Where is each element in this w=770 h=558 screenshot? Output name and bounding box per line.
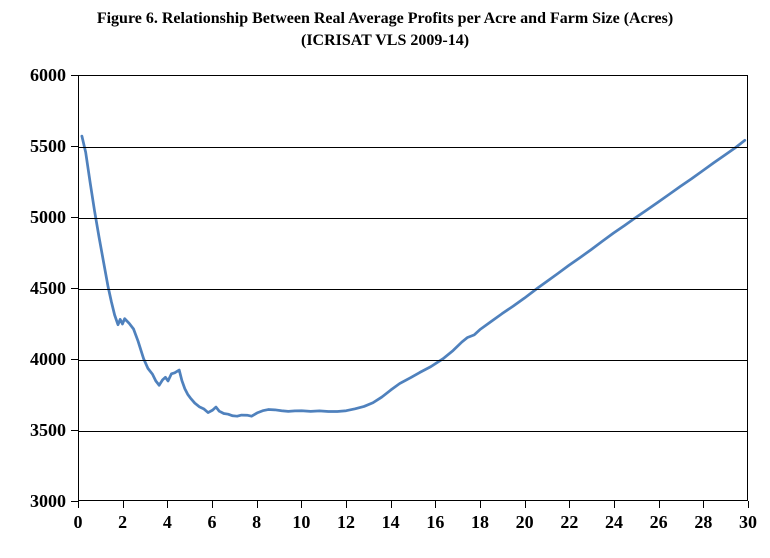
- x-axis-label: 4: [162, 512, 172, 532]
- y-axis-tick: [71, 145, 78, 147]
- gridline: [79, 430, 747, 432]
- x-axis-tick: [614, 501, 615, 508]
- x-axis-tick: [256, 501, 258, 508]
- x-axis-tick: [167, 501, 169, 508]
- x-axis-label: 8: [252, 512, 262, 532]
- y-axis-tick: [71, 287, 78, 289]
- x-axis-label: 6: [207, 512, 217, 532]
- x-axis-label: 26: [649, 512, 668, 532]
- y-axis-label: 6000: [30, 65, 66, 85]
- y-axis-tick: [71, 74, 78, 76]
- x-axis-tick: [748, 501, 749, 508]
- x-axis-tick: [78, 501, 79, 508]
- x-axis-label: 24: [605, 512, 623, 532]
- x-axis-label: 0: [73, 512, 83, 532]
- gridline: [79, 217, 747, 219]
- x-axis-label: 14: [381, 512, 400, 532]
- gridline: [79, 146, 747, 148]
- y-axis-tick: [71, 429, 78, 431]
- x-axis-tick: [212, 501, 213, 508]
- x-axis-label: 12: [337, 512, 355, 532]
- x-axis-label: 18: [471, 512, 489, 532]
- x-axis-tick: [480, 501, 481, 508]
- y-axis-label: 3000: [30, 491, 66, 511]
- x-axis-label: 28: [694, 512, 713, 532]
- y-axis-tick: [71, 358, 78, 360]
- plot-area: [78, 75, 748, 501]
- x-axis-tick: [122, 501, 124, 508]
- x-axis-label: 30: [739, 512, 757, 532]
- x-axis-tick: [346, 501, 347, 508]
- y-axis-label: 3500: [30, 420, 66, 440]
- x-axis-label: 16: [426, 512, 445, 532]
- y-axis-tick: [71, 216, 78, 218]
- x-axis-label: 22: [560, 512, 579, 532]
- y-axis-label: 5000: [30, 207, 66, 227]
- profit-curve-canvas: [80, 134, 747, 418]
- x-axis-label: 2: [118, 512, 128, 532]
- gridline: [79, 288, 747, 290]
- x-axis-tick: [435, 501, 437, 508]
- y-axis-label: 4500: [30, 278, 66, 298]
- x-axis-tick: [658, 501, 660, 508]
- chart-title: Figure 6. Relationship Between Real Aver…: [96, 10, 674, 27]
- profit-curve-line: [80, 134, 747, 418]
- y-axis-tick: [71, 500, 78, 502]
- x-axis-tick: [703, 501, 705, 508]
- y-axis-label: 5500: [30, 136, 66, 156]
- x-axis-label: 20: [515, 512, 534, 532]
- x-axis-tick: [390, 501, 392, 508]
- x-axis-label: 10: [292, 512, 311, 532]
- x-axis-tick: [569, 501, 571, 508]
- chart-subtitle: (ICRISAT VLS 2009-14): [300, 32, 470, 49]
- y-axis-label: 4000: [30, 349, 66, 369]
- x-axis-tick: [301, 501, 303, 508]
- x-axis-tick: [524, 501, 526, 508]
- gridline: [79, 359, 747, 361]
